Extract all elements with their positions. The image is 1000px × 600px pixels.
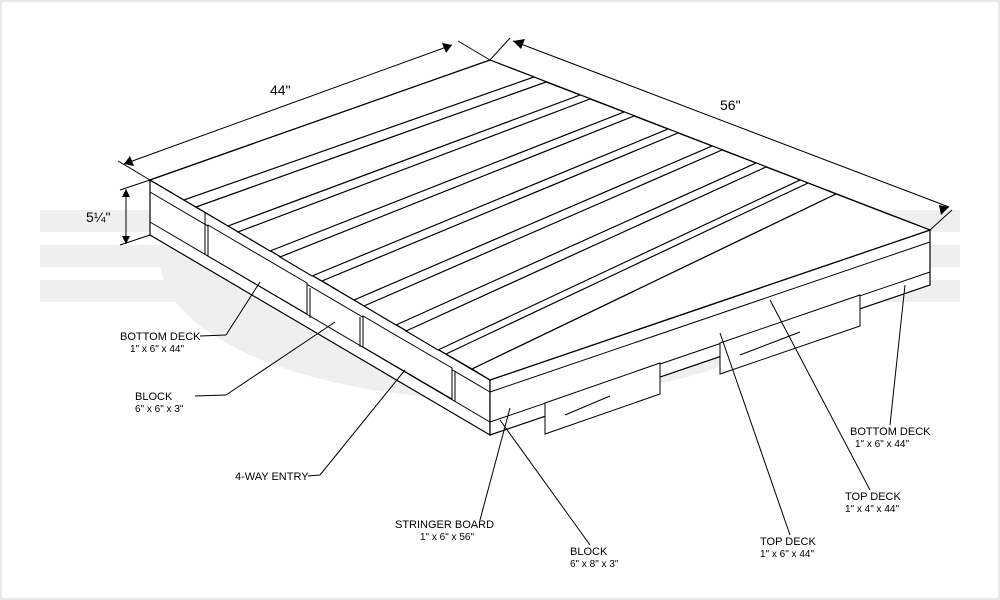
label-bottom-deck-right: BOTTOM DECK (850, 426, 931, 438)
label-topdeck-narrow-sub: 1" x 4" x 44" (845, 504, 899, 515)
label-stringer-sub: 1" x 6" x 56" (420, 532, 474, 543)
label-stringer: STRINGER BOARD (395, 519, 494, 531)
dim-height: 5¼" (86, 209, 110, 225)
label-bottom-deck-left-sub: 1" x 6" x 44" (130, 344, 184, 355)
label-fourway: 4-WAY ENTRY (235, 471, 309, 483)
label-block-left: BLOCK (135, 391, 173, 403)
label-topdeck-wide-sub: 1" x 6" x 44" (760, 549, 814, 560)
label-block-bottom-sub: 6" x 8" x 3" (570, 559, 619, 570)
label-topdeck-narrow: TOP DECK (845, 491, 901, 503)
pallet-diagram: 44" 56" 5¼" BOTTOM DECK 1" x 6" x 44" BL… (0, 0, 1000, 600)
dim-width: 44" (270, 82, 291, 98)
label-topdeck-wide: TOP DECK (760, 536, 816, 548)
label-block-bottom: BLOCK (570, 546, 608, 558)
label-bottom-deck-right-sub: 1" x 6" x 44" (855, 439, 909, 450)
label-bottom-deck-left: BOTTOM DECK (120, 331, 201, 343)
dim-length: 56" (720, 97, 741, 113)
label-block-left-sub: 6" x 6" x 3" (135, 404, 184, 415)
